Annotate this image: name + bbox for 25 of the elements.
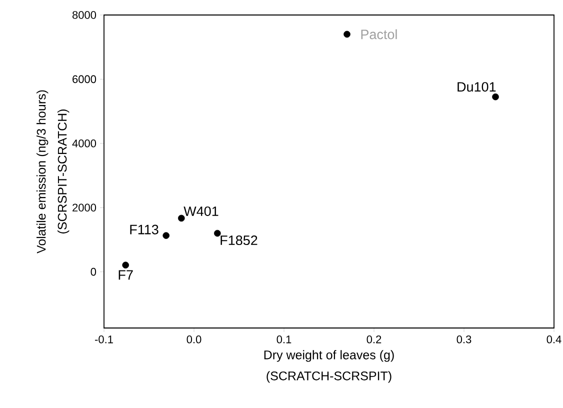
y-tick-label: 2000 [72,204,96,212]
point [178,214,185,222]
y-tick-label: 8000 [72,11,96,19]
point [214,230,221,237]
y-axis-title: Volatile emission (ng/3 hours) (SCRSPIT-SCRATCH) [36,90,70,254]
annotation: F7 [118,270,133,280]
annotation: F1852 [220,236,258,246]
x-tick-label: -0.1 [95,336,113,344]
x-axis-title: Dry weight of leaves (g) (SCRATCH-SCRSPIT) [264,350,394,383]
annotation: F113 [130,224,158,234]
point [162,232,170,239]
annotation: Pactol [361,29,397,40]
x-tick-label: 0.4 [546,336,562,344]
y-tick-label: 0 [90,268,96,276]
annotation: Du101 [458,82,496,92]
x-tick-label: 0.1 [276,336,292,344]
point [122,262,129,268]
point [492,93,499,100]
point [344,30,350,38]
y-tick-label: 4000 [72,140,96,148]
x-tick-label: 0.2 [366,336,382,344]
annotation: W401 [184,206,218,216]
x-tick-label: 0.0 [186,336,202,344]
y-tick-label: 6000 [72,75,96,84]
x-tick-label: 0.3 [456,336,472,344]
